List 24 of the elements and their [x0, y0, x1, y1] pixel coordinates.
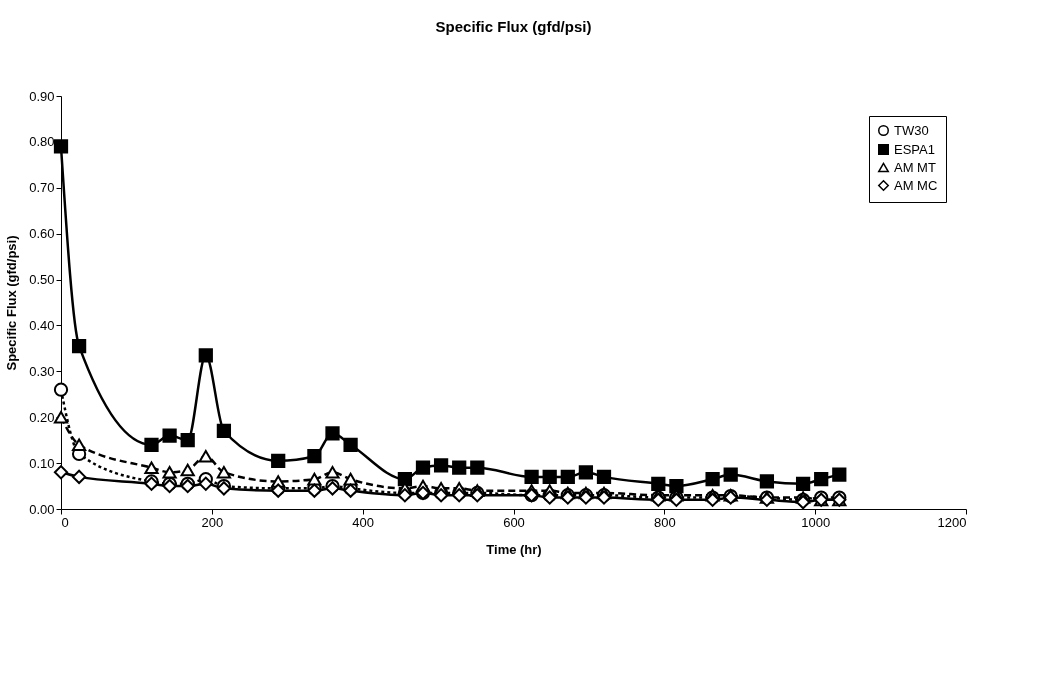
- y-tick-label: 0.90: [29, 88, 55, 104]
- legend-label: AM MC: [894, 177, 938, 193]
- y-tick-label: 0.70: [29, 180, 55, 196]
- y-tick-label: 0.10: [29, 455, 55, 471]
- x-tick-label: 600: [503, 514, 525, 530]
- x-tick-label: 1000: [801, 514, 831, 530]
- x-tick-label: 400: [352, 514, 375, 530]
- legend-label: AM MT: [894, 159, 936, 175]
- x-axis-title: Time (hr): [486, 541, 542, 557]
- y-axis-title: Specific Flux (gfd/psi): [4, 235, 20, 371]
- legend-label: ESPA1: [894, 141, 935, 157]
- y-tick-label: 0.60: [29, 226, 55, 242]
- x-tick-label: 200: [201, 514, 224, 530]
- y-tick-label: 0.00: [29, 501, 55, 517]
- y-tick-label: 0.50: [29, 272, 55, 288]
- y-tick-label: 0.80: [29, 134, 55, 150]
- legend-label: TW30: [894, 122, 929, 138]
- y-tick-label: 0.30: [29, 363, 55, 379]
- x-tick-label: 0: [61, 514, 69, 530]
- x-tick-label: 1200: [937, 514, 967, 530]
- x-tick-label: 800: [653, 514, 676, 530]
- chart-title: Specific Flux (gfd/psi): [435, 18, 592, 35]
- y-tick-label: 0.40: [29, 317, 55, 333]
- y-tick-label: 0.20: [29, 409, 55, 425]
